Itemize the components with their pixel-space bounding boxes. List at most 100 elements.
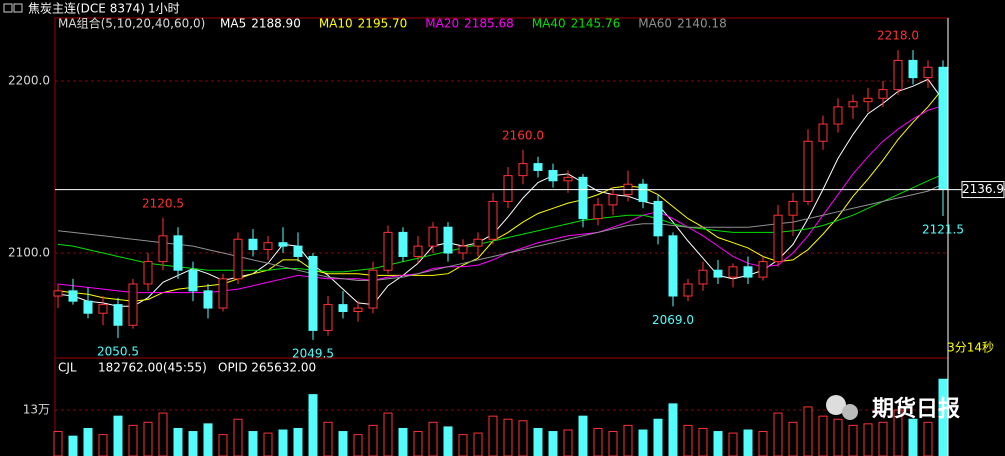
volume-bar bbox=[758, 431, 768, 456]
period[interactable]: 1小时 bbox=[148, 2, 180, 16]
candle-body bbox=[518, 163, 528, 177]
candle-body bbox=[713, 269, 723, 278]
ma-line bbox=[57, 88, 944, 302]
y-tick-label: 2200.0 bbox=[8, 74, 50, 88]
candle-body bbox=[653, 200, 663, 237]
volume-bar bbox=[158, 412, 168, 456]
volume-bar bbox=[743, 429, 753, 456]
extreme-label: 2050.5 bbox=[97, 345, 139, 359]
extreme-label: 2069.0 bbox=[652, 313, 694, 327]
legend-name: MA10 bbox=[319, 17, 353, 31]
candle-body bbox=[443, 226, 453, 254]
candle-body bbox=[428, 226, 438, 247]
watermark-icon bbox=[826, 395, 846, 415]
volume-bar bbox=[923, 421, 933, 456]
candle-body bbox=[188, 269, 198, 292]
volume-bar bbox=[143, 421, 153, 456]
candle-body bbox=[353, 307, 363, 312]
extreme-label: 2160.0 bbox=[502, 128, 544, 142]
volume-bar bbox=[98, 434, 108, 456]
volume-bar bbox=[83, 427, 93, 456]
volume-bar bbox=[848, 424, 858, 456]
volume-bar bbox=[218, 434, 228, 456]
candle-body bbox=[383, 231, 393, 271]
candle-body bbox=[263, 242, 273, 251]
volume-bar bbox=[128, 424, 138, 456]
legend-name: MA5 bbox=[220, 17, 246, 31]
candle-body bbox=[338, 304, 348, 312]
candle-body bbox=[458, 245, 468, 254]
indicator-name[interactable]: MA组合(5,10,20,40,60,0) bbox=[58, 16, 205, 31]
candle-body bbox=[638, 183, 648, 202]
volume-bar bbox=[773, 412, 783, 456]
volume-bar bbox=[503, 418, 513, 456]
candle-body bbox=[548, 169, 558, 182]
volume-bar bbox=[893, 409, 903, 456]
icon[interactable] bbox=[13, 3, 23, 13]
extreme-label: 2218.0 bbox=[877, 29, 919, 43]
volume-bar bbox=[863, 423, 873, 456]
candle-body bbox=[233, 238, 243, 280]
ma-line bbox=[57, 183, 944, 281]
volume-bar bbox=[788, 421, 798, 456]
volume-bar bbox=[518, 420, 528, 456]
legend-value: 2145.76 bbox=[571, 17, 621, 31]
volume-bar bbox=[533, 427, 543, 456]
candle-body bbox=[773, 214, 783, 263]
ma-line bbox=[57, 173, 944, 273]
candle-body bbox=[728, 266, 738, 278]
watermark-icon bbox=[842, 404, 858, 420]
candle-body bbox=[683, 283, 693, 297]
ma-line bbox=[57, 78, 944, 307]
candle-body bbox=[533, 163, 543, 171]
candle-body bbox=[863, 97, 873, 103]
candle-body bbox=[848, 101, 858, 108]
volume-bar bbox=[683, 424, 693, 456]
volume-bar bbox=[413, 431, 423, 456]
volume-bar bbox=[833, 418, 843, 456]
candle-body bbox=[278, 242, 288, 247]
volume-bar bbox=[278, 429, 288, 456]
volume-bar bbox=[593, 427, 603, 456]
candle-body bbox=[83, 300, 93, 314]
volume-bar bbox=[608, 431, 618, 456]
volume-bar bbox=[713, 431, 723, 456]
volume-bar bbox=[728, 432, 738, 456]
candle-body bbox=[938, 66, 948, 191]
volume-bar bbox=[293, 427, 303, 456]
extreme-label: 2120.5 bbox=[142, 196, 184, 210]
volume-bar bbox=[383, 412, 393, 456]
candle-body bbox=[878, 89, 888, 99]
volume-bar bbox=[323, 421, 333, 456]
volume-bar bbox=[908, 418, 918, 456]
candle-body bbox=[818, 123, 828, 142]
extreme-label: 2121.5 bbox=[922, 223, 964, 237]
volume-bar bbox=[113, 415, 123, 456]
volume-bar bbox=[353, 434, 363, 456]
legend-name: MA40 bbox=[532, 17, 566, 31]
candle-body bbox=[203, 290, 213, 309]
candle-body bbox=[413, 245, 423, 257]
volume-bar bbox=[53, 431, 63, 456]
watermark: 期货日报 bbox=[826, 395, 960, 422]
volume-name: CJL bbox=[58, 361, 77, 375]
extreme-label: 2049.5 bbox=[292, 346, 334, 360]
candle-body bbox=[308, 255, 318, 331]
icon[interactable] bbox=[3, 3, 13, 13]
candle-body bbox=[758, 261, 768, 278]
candle-body bbox=[143, 261, 153, 285]
candle-body bbox=[893, 59, 903, 91]
candle-body bbox=[803, 140, 813, 202]
countdown: 3分14秒 bbox=[947, 341, 994, 355]
volume-bar bbox=[428, 421, 438, 456]
volume-bar bbox=[188, 431, 198, 456]
volume-bar bbox=[308, 394, 318, 456]
volume-bar bbox=[818, 415, 828, 456]
toolbar-icons[interactable] bbox=[3, 3, 23, 13]
candle-body bbox=[293, 245, 303, 257]
candle-body bbox=[53, 290, 63, 297]
candle-body bbox=[323, 304, 333, 331]
volume-bar bbox=[233, 418, 243, 456]
